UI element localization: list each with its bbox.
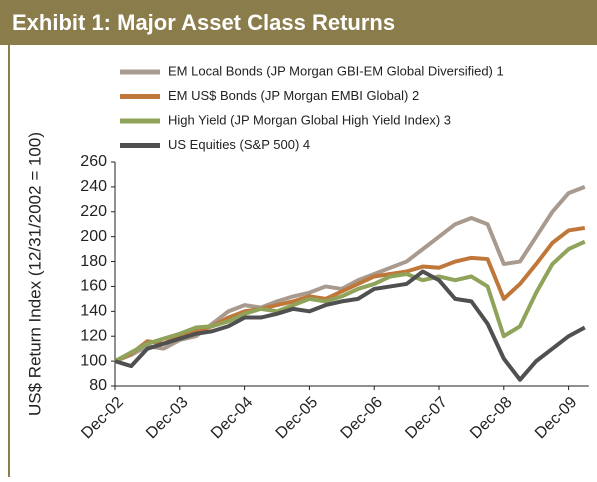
legend-label: US Equities (S&P 500) 4	[168, 137, 310, 152]
y-tick-label: 240	[80, 178, 107, 195]
legend-label: EM US$ Bonds (JP Morgan EMBI Global) 2	[168, 88, 419, 103]
x-tick-label: Dec-07	[402, 394, 451, 443]
y-tick-label: 220	[80, 203, 107, 220]
series-line	[114, 185, 586, 363]
y-tick-label: 140	[80, 303, 107, 320]
x-tick-label: Dec-02	[78, 394, 127, 443]
legend-label: EM Local Bonds (JP Morgan GBI-EM Global …	[168, 63, 504, 78]
x-tick-label: Dec-09	[532, 394, 581, 443]
y-axis-label: US$ Return Index (12/31/2002 = 100)	[25, 132, 44, 416]
series-line	[114, 239, 586, 363]
series-line	[114, 225, 586, 363]
x-tick-label: Dec-06	[338, 394, 387, 443]
legend-label: High Yield (JP Morgan Global High Yield …	[168, 112, 451, 127]
y-tick-label: 120	[80, 327, 107, 344]
y-tick-label: 180	[80, 253, 107, 270]
x-tick-label: Dec-08	[467, 394, 516, 443]
x-tick-label: Dec-03	[143, 394, 192, 443]
x-tick-label: Dec-05	[273, 394, 322, 443]
y-tick-label: 80	[89, 377, 107, 394]
chart-title: Exhibit 1: Major Asset Class Returns	[12, 10, 395, 35]
y-tick-label: 160	[80, 278, 107, 295]
series-line	[114, 269, 586, 382]
header-bar	[0, 0, 597, 45]
y-tick-label: 100	[80, 352, 107, 369]
y-tick-label: 260	[80, 153, 107, 170]
x-tick-label: Dec-04	[208, 394, 257, 443]
y-tick-label: 200	[80, 228, 107, 245]
